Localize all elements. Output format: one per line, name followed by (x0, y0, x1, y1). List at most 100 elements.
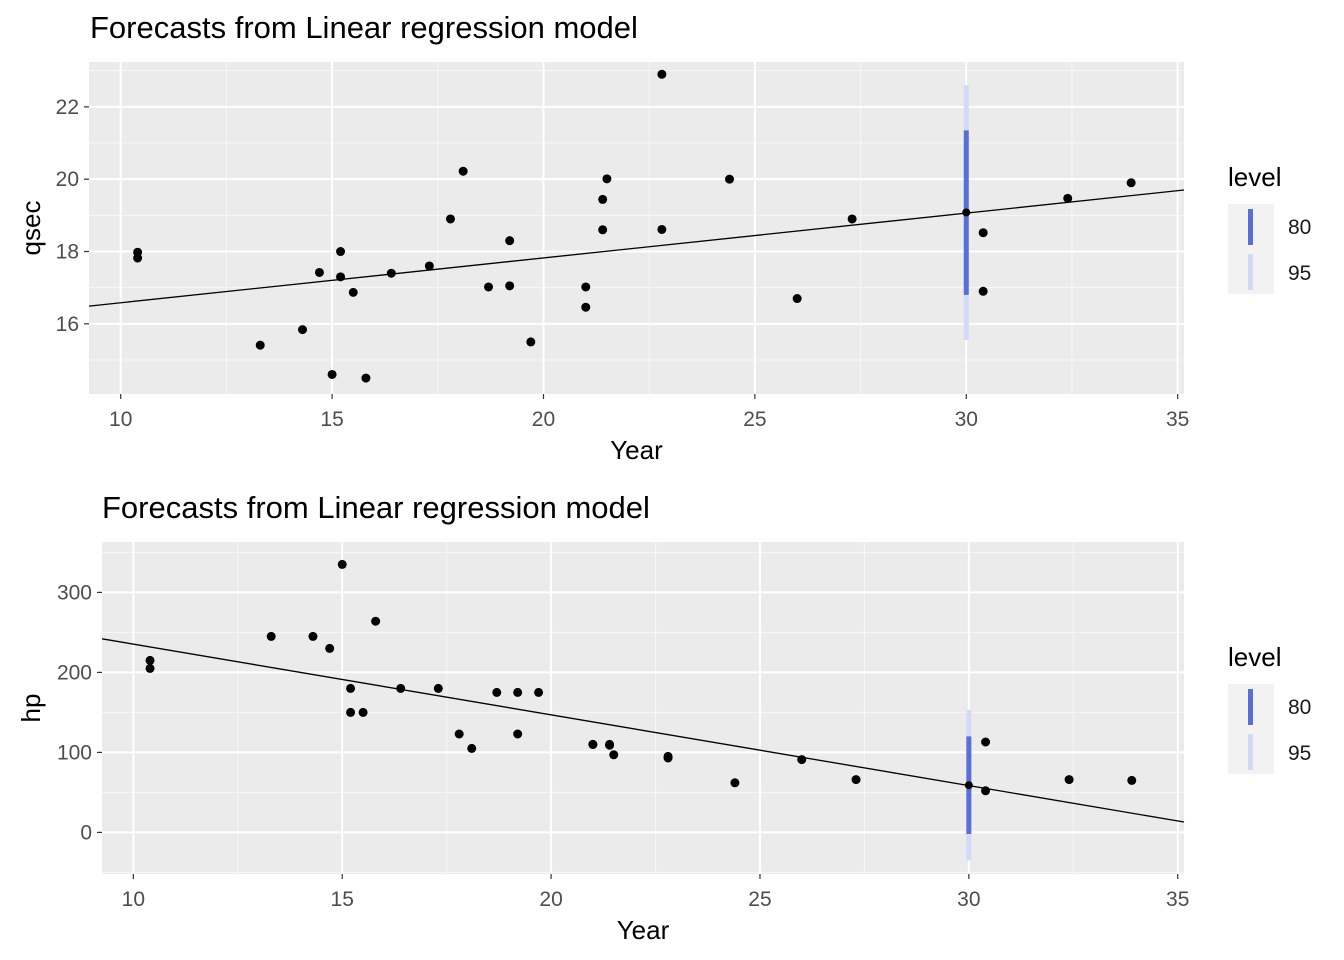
fit-line (88, 189, 1185, 307)
data-point (484, 282, 494, 292)
plot-svg: 10 15 20 25 30 35 16 18 20 22 Year qsec (16, 62, 1189, 465)
chart-title: Forecasts from Linear regression model (90, 10, 638, 45)
data-point (513, 729, 523, 739)
data-point (336, 247, 346, 257)
chart-title: Forecasts from Linear regression model (102, 490, 650, 525)
data-point (308, 631, 318, 641)
x-tick-label: 25 (748, 888, 771, 911)
data-point (346, 707, 356, 717)
legend: level 80 95 (1228, 160, 1328, 310)
y-tick-label: 0 (80, 821, 92, 844)
x-tick-label: 20 (532, 408, 555, 431)
x-tick-label: 10 (122, 888, 145, 911)
data-point (396, 683, 406, 693)
data-point (598, 194, 608, 204)
legend-label-80: 80 (1288, 696, 1312, 719)
legend-key-80 (1228, 204, 1274, 250)
data-point (981, 786, 991, 796)
x-tick-label: 15 (331, 888, 354, 911)
x-tick-label: 35 (1166, 888, 1189, 911)
legend-label-95: 95 (1288, 262, 1312, 285)
data-point (337, 559, 347, 569)
data-point (298, 325, 308, 335)
data-point (588, 739, 598, 749)
legend-label-95: 95 (1288, 742, 1312, 765)
x-axis-title: Year (617, 915, 670, 945)
x-tick-label: 25 (743, 408, 766, 431)
data-point (433, 683, 443, 693)
data-point (454, 729, 464, 739)
x-tick-label: 20 (539, 888, 562, 911)
chart-panel-hp: Forecasts from Linear regression model 1… (0, 480, 1344, 960)
y-tick-label: 16 (56, 313, 79, 336)
legend: level 80 95 (1228, 640, 1328, 790)
x-tick-label: 15 (320, 408, 343, 431)
data-point (851, 775, 861, 785)
data-point (346, 683, 356, 693)
data-point (424, 261, 434, 271)
data-point (513, 687, 523, 697)
legend-swatch-95 (1248, 734, 1253, 770)
data-point (314, 267, 324, 277)
data-point (505, 236, 515, 246)
data-point (255, 340, 265, 350)
data-point (145, 663, 155, 673)
data-point (467, 743, 477, 753)
legend-key-95 (1228, 730, 1274, 774)
y-tick-label: 22 (56, 96, 79, 119)
legend-title: level (1228, 642, 1282, 672)
x-tick-label: 30 (955, 408, 978, 431)
data-point (534, 687, 544, 697)
y-tick-label: 200 (57, 661, 92, 684)
y-tick-label: 100 (57, 741, 92, 764)
x-tick-label: 30 (957, 888, 980, 911)
forecast-point (962, 208, 971, 217)
data-point (386, 268, 396, 278)
data-point (1127, 775, 1137, 785)
data-point (336, 272, 346, 282)
data-point (581, 302, 591, 312)
plot-svg: 10 15 20 25 30 35 0 100 200 300 Year hp (16, 542, 1189, 945)
data-point (371, 616, 381, 626)
data-point (981, 737, 991, 747)
x-tick-label: 10 (109, 408, 132, 431)
legend-title: level (1228, 162, 1282, 192)
data-point (657, 224, 667, 234)
data-point (505, 281, 515, 291)
data-point (1063, 193, 1073, 203)
y-axis-title: hp (16, 694, 46, 723)
data-point (325, 643, 335, 653)
data-point (605, 740, 615, 750)
y-axis-title: qsec (16, 201, 46, 256)
data-point (361, 373, 371, 383)
data-point (663, 751, 673, 761)
legend-swatch-80 (1248, 689, 1253, 725)
data-point (1126, 178, 1136, 188)
data-point (602, 174, 612, 184)
data-point (797, 755, 807, 765)
fit-line (101, 638, 1185, 823)
data-point (348, 287, 358, 297)
plot-background (102, 542, 1184, 874)
data-point (145, 655, 155, 665)
data-point (792, 294, 802, 304)
data-point (445, 214, 455, 224)
y-tick-label: 300 (57, 581, 92, 604)
legend-swatch-95 (1248, 254, 1253, 290)
plot-background (89, 62, 1184, 394)
data-point (1064, 775, 1074, 785)
legend-label-80: 80 (1288, 216, 1312, 239)
data-point (458, 166, 468, 176)
data-point (725, 174, 735, 184)
data-point (358, 707, 368, 717)
y-tick-label: 20 (56, 168, 79, 191)
data-point (526, 337, 536, 347)
legend-key-95 (1228, 250, 1274, 294)
data-point (609, 750, 619, 760)
y-tick-label: 18 (56, 241, 79, 264)
forecast-point (964, 781, 973, 790)
data-point (847, 214, 857, 224)
data-point (657, 69, 667, 79)
x-axis-title: Year (610, 435, 663, 465)
legend-swatch-80 (1248, 209, 1253, 245)
